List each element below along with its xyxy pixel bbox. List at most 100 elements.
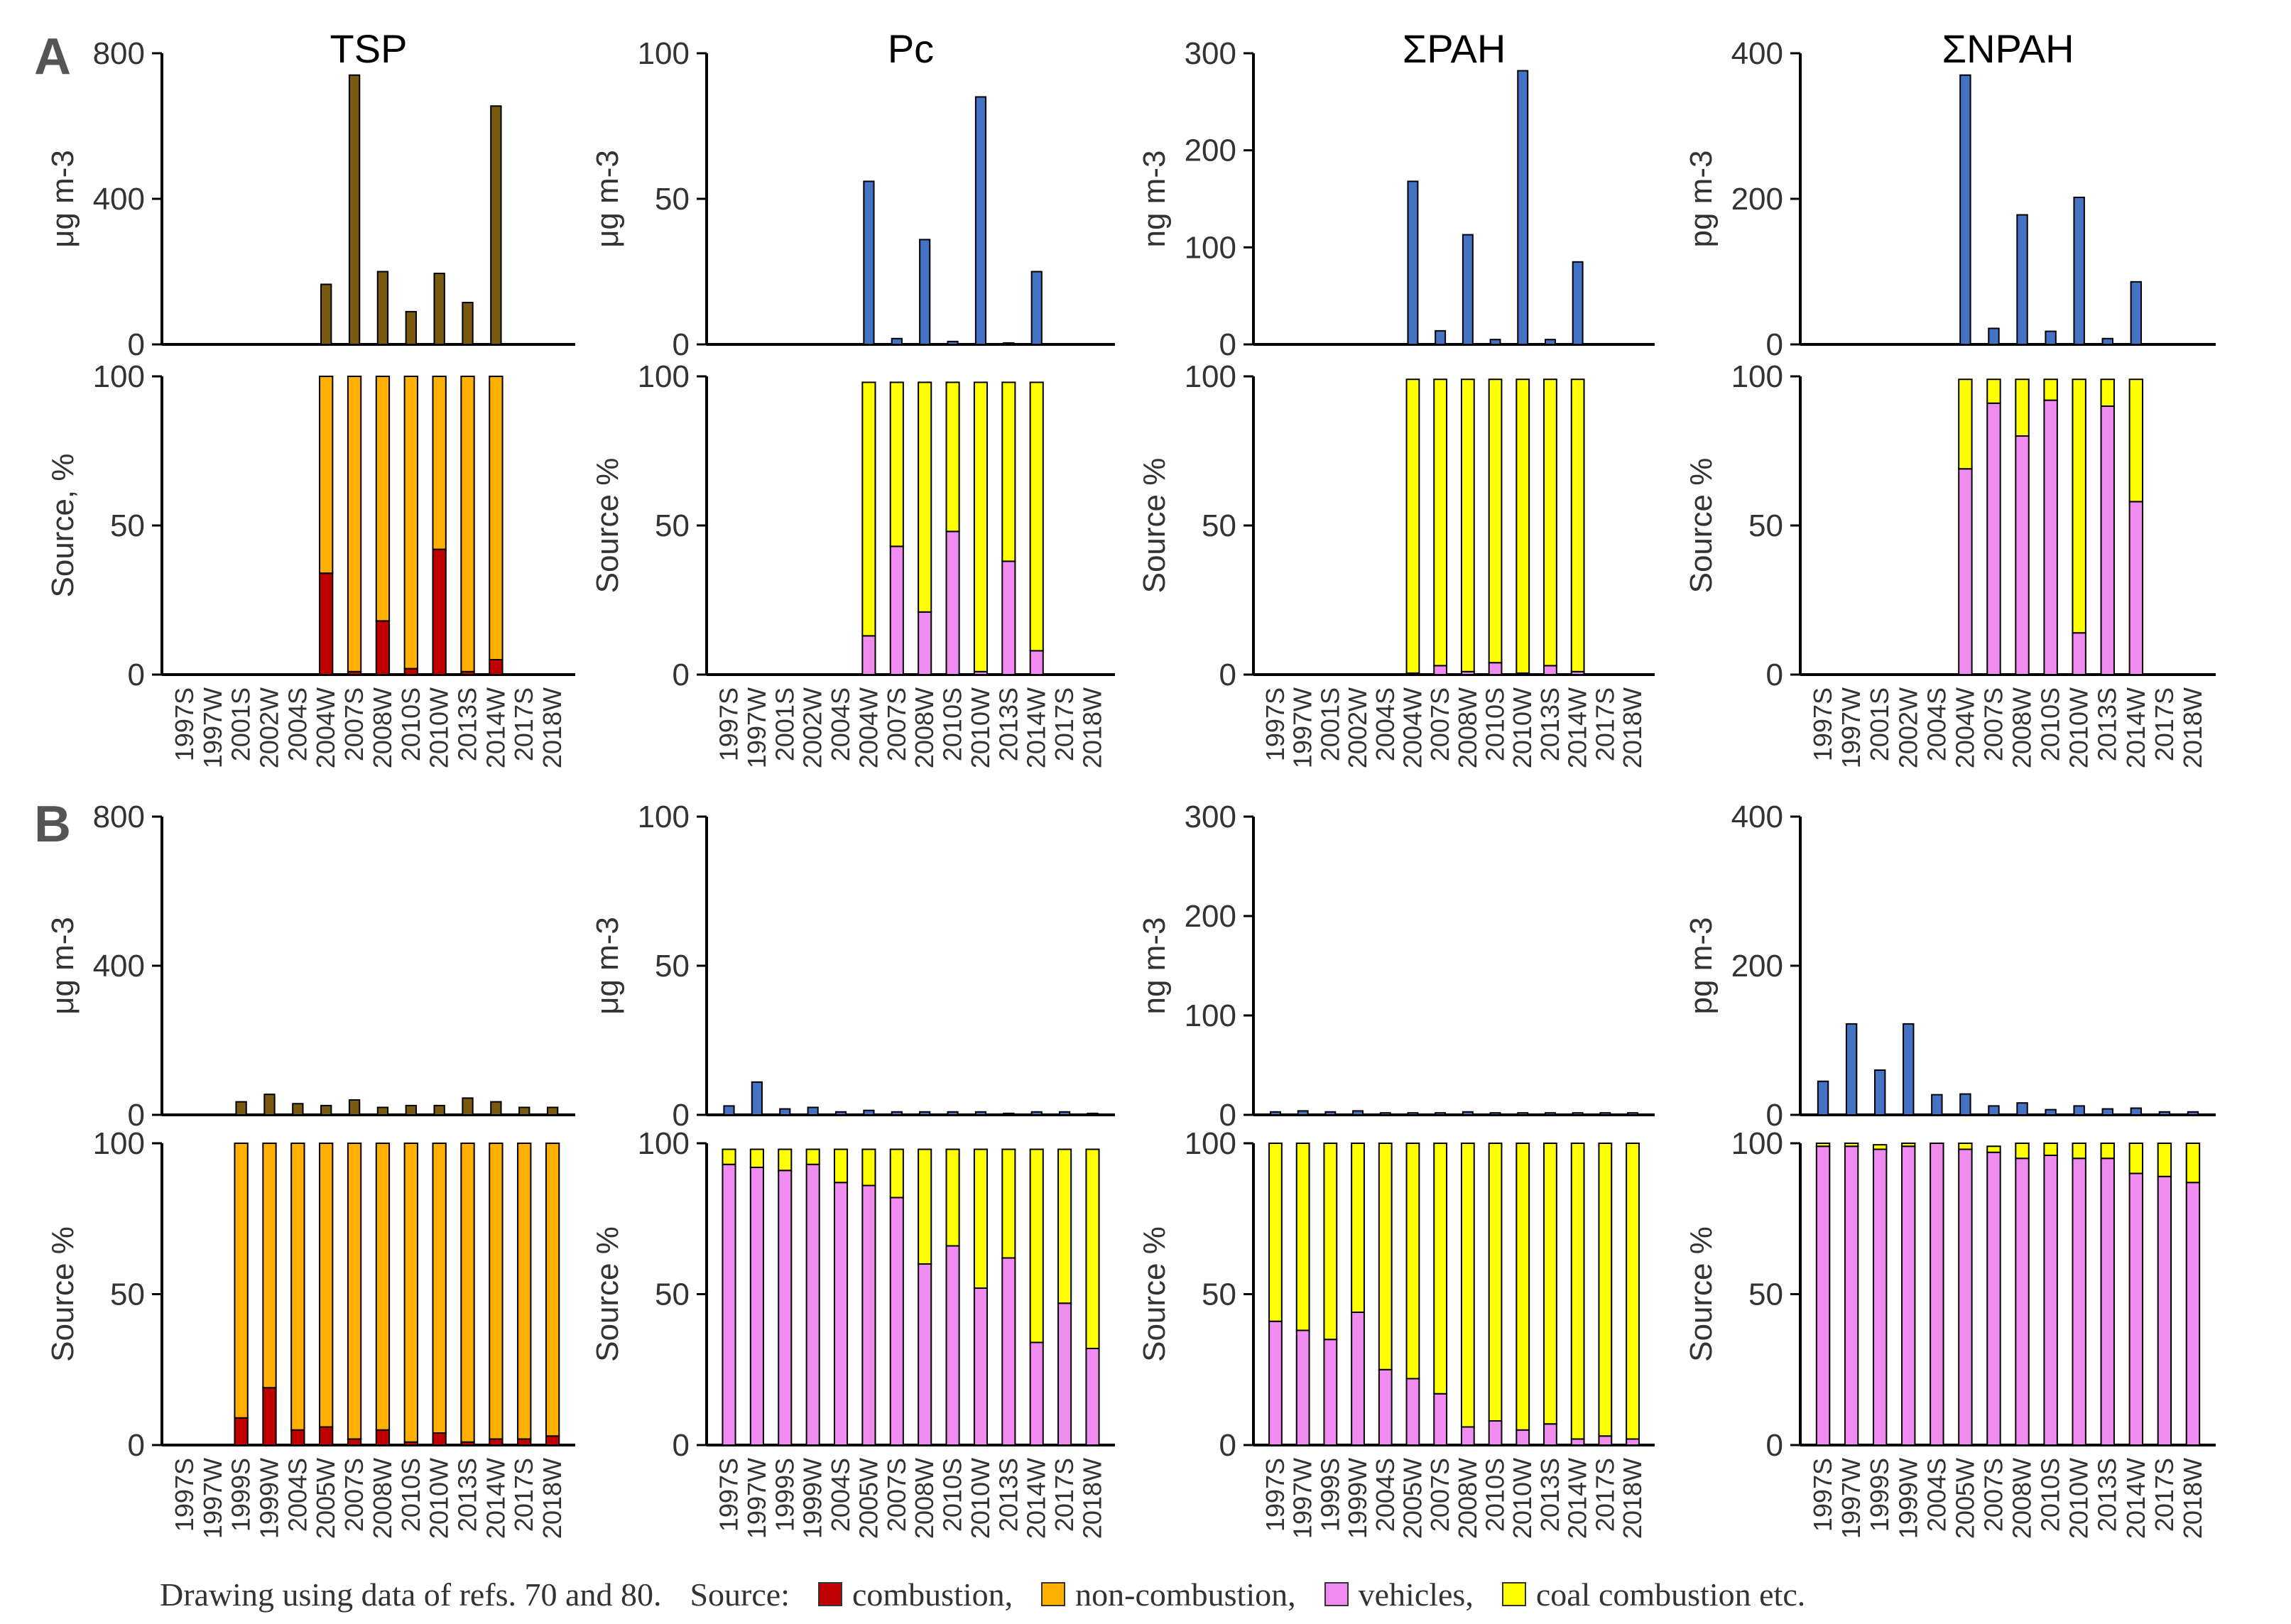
bar-vehicles (1378, 1368, 1393, 1446)
x-tick-label: 1999S (1865, 1458, 1894, 1532)
bar-coal-combustion-etc- (2043, 1143, 2058, 1156)
x-tick-label: 2001S (227, 687, 256, 761)
y-tick-label: 50 (1202, 508, 1236, 543)
bar-vehicles (778, 1170, 793, 1446)
chart-title: Pc (888, 26, 934, 71)
chart-B-PAH-conc: 0 100 200 300 ng m-3 (1137, 800, 1655, 1133)
x-tick-label: 2007S (1979, 1458, 2008, 1532)
bar (2016, 214, 2028, 345)
bar-non-combustion (403, 376, 418, 670)
x-tick-label: 2018W (538, 1458, 567, 1539)
bar-non-combustion (517, 1143, 532, 1440)
bar (1003, 342, 1015, 346)
y-tick-label: 50 (655, 1277, 690, 1312)
chart-A-TSP-conc: 0 400 800 μg m-3 TSP (45, 26, 575, 362)
bar (2073, 1105, 2085, 1116)
bar-vehicles (1433, 1393, 1448, 1446)
x-tick-label: 1997S (714, 687, 744, 761)
y-tick-label: 200 (1185, 899, 1236, 934)
y-tick-label: 200 (1731, 182, 1783, 217)
bar-non-combustion (375, 376, 391, 622)
bar-combustion (432, 548, 447, 675)
bar (518, 1106, 530, 1116)
bar-coal-combustion-etc- (1460, 378, 1475, 672)
y-tick-label: 0 (1766, 658, 1783, 692)
bar-vehicles (1515, 1429, 1530, 1446)
x-tick-label: 2008W (368, 687, 397, 768)
x-tick-label: 2010W (425, 687, 454, 768)
bar-vehicles (1958, 1148, 1973, 1446)
bar-non-combustion (545, 1143, 560, 1437)
bar (974, 1111, 987, 1116)
x-tick-label: 2017S (1590, 687, 1619, 761)
x-tick-label: 2004S (826, 1458, 855, 1532)
x-tick-label: 1999S (227, 1458, 256, 1532)
bar-coal-combustion-etc- (1488, 1143, 1503, 1422)
bar-combustion (489, 659, 504, 675)
x-tick-label: 1997W (1288, 1458, 1317, 1539)
x-tick-label: 2014W (481, 1458, 510, 1539)
x-tick-label: 2013S (2093, 687, 2122, 761)
bar-coal-combustion-etc- (2043, 378, 2058, 401)
bar (1462, 234, 1474, 346)
x-tick-label: 2010S (1481, 1458, 1510, 1532)
bar-vehicles (1029, 650, 1044, 676)
bar-vehicles (1460, 1426, 1475, 1446)
x-tick-label: 2008W (910, 687, 939, 768)
bar (2045, 1108, 2057, 1116)
bar-coal-combustion-etc- (2100, 1143, 2115, 1160)
y-tick-label: 0 (1766, 1428, 1783, 1463)
x-tick-label: 2017S (2150, 687, 2179, 761)
y-tick-label: 0 (128, 1428, 145, 1463)
bar-vehicles (1844, 1145, 1859, 1446)
bar-coal-combustion-etc- (2157, 1143, 2172, 1177)
x-tick-label: 2017S (509, 687, 538, 761)
y-tick-label: 0 (1219, 1428, 1236, 1463)
bar-non-combustion (460, 376, 475, 672)
bar-vehicles (861, 1184, 876, 1446)
x-tick-label: 2002W (1893, 687, 1922, 768)
bar-non-combustion (489, 376, 504, 660)
x-tick-label: 2014W (2121, 1458, 2150, 1539)
bar (1572, 1112, 1584, 1116)
legend-label-combustion: combustion, (851, 1576, 1013, 1613)
bar-vehicles (1958, 468, 1973, 675)
bar (1544, 339, 1556, 345)
bar-coal-combustion-etc- (2128, 378, 2144, 503)
bar-vehicles (1433, 665, 1448, 676)
bar (1030, 271, 1043, 345)
y-tick-label: 100 (1185, 1126, 1236, 1161)
y-axis-label: μg m-3 (45, 150, 80, 248)
bar-vehicles (1488, 1420, 1503, 1446)
bar (2187, 1111, 2199, 1116)
bar (2045, 330, 2057, 345)
bar (1959, 1093, 1971, 1116)
bar (405, 310, 417, 345)
bar-vehicles (2015, 435, 2030, 675)
bar-combustion (432, 1432, 447, 1446)
x-tick-label: 2004S (283, 687, 312, 761)
x-tick-label: 1997S (714, 1458, 744, 1532)
bar-vehicles (2128, 501, 2144, 676)
bar (1959, 74, 1971, 345)
x-tick-label: 2007S (339, 687, 369, 761)
x-tick-label: 2018W (2178, 1458, 2207, 1539)
bar-vehicles (1598, 1435, 1613, 1446)
bar (292, 1103, 304, 1116)
y-tick-label: 50 (110, 508, 145, 543)
bar-combustion (319, 572, 334, 676)
x-tick-label: 2007S (1979, 687, 2008, 761)
x-tick-label: 2004S (1922, 1458, 1951, 1532)
bar-vehicles (2043, 399, 2058, 675)
x-tick-label: 2004S (1371, 1458, 1400, 1532)
bar-vehicles (1930, 1143, 1944, 1446)
bar (834, 1111, 847, 1116)
y-tick-label: 0 (673, 1098, 690, 1133)
y-tick-label: 800 (93, 800, 145, 834)
y-tick-label: 300 (1185, 36, 1236, 71)
bar (1030, 1111, 1043, 1116)
bar-coal-combustion-etc- (1901, 1143, 1916, 1148)
bar-vehicles (945, 530, 960, 676)
